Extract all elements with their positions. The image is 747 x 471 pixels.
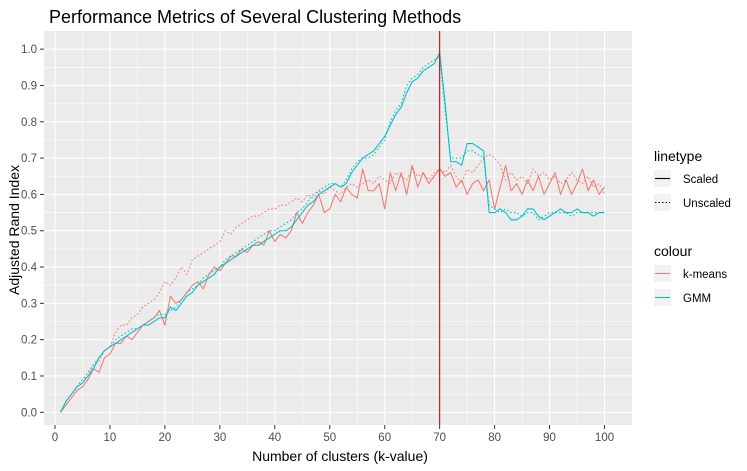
chart-title: Performance Metrics of Several Clusterin… [49,7,461,27]
x-tick-label: 50 [323,432,336,444]
x-axis-title: Number of clusters (k-value) [252,448,428,464]
y-tick-label: 0.4 [21,262,38,274]
major-gridlines [44,31,632,425]
x-tick-label: 60 [378,432,391,444]
y-tick-label: 0.5 [21,226,37,238]
y-tick-label: 0.7 [21,153,37,165]
legend-label-unscaled: Unscaled [683,198,731,210]
y-axis-title: Adjusted Rand Index [6,165,22,295]
x-tick-label: 70 [433,432,446,444]
y-tick-label: 0.0 [21,407,37,419]
x-tick-label: 0 [52,432,58,444]
y-tick-label: 0.1 [21,371,37,383]
x-tick-label: 40 [268,432,281,444]
legend-colour: colour k-means GMM [654,243,727,306]
legend-linetype-title: linetype [654,148,702,164]
legend-label-scaled: Scaled [683,174,718,186]
y-tick-label: 0.3 [21,298,37,310]
y-tick-label: 0.9 [21,80,37,92]
series-line-gmm-unscaled [60,55,605,413]
y-axis-ticks: 0.0 0.1 0.2 0.3 0.4 0.5 0.6 0.7 0.8 0.9 1.0 [21,44,44,419]
minor-gridlines [44,31,632,425]
x-tick-label: 30 [213,432,226,444]
x-axis-ticks: 0 10 20 30 40 50 60 70 80 90 100 [52,425,614,444]
y-tick-label: 1.0 [21,44,37,56]
series-layer [60,31,605,425]
legend-linetype: linetype Scaled Unscaled [654,148,731,211]
x-tick-label: 10 [104,432,117,444]
legend-colour-title: colour [654,243,692,259]
series-line-kmeans-unscaled [60,153,605,413]
y-tick-label: 0.8 [21,117,37,129]
series-line-gmm-scaled [60,52,605,413]
legend-label-kmeans: k-means [683,269,727,281]
x-tick-label: 20 [158,432,171,444]
x-tick-label: 90 [543,432,556,444]
x-tick-label: 80 [488,432,501,444]
x-tick-label: 100 [595,432,614,444]
y-tick-label: 0.2 [21,335,37,347]
plot-panel [44,31,632,425]
legend-label-gmm: GMM [683,293,711,305]
y-tick-label: 0.6 [21,189,37,201]
